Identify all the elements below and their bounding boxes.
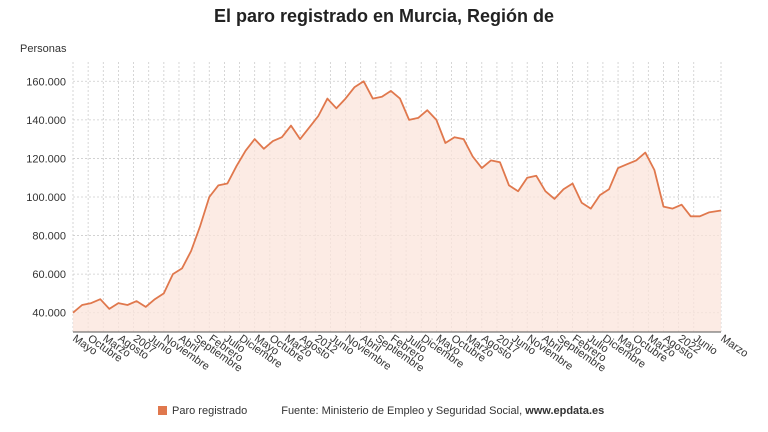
- source-text: Fuente: Ministerio de Empleo y Seguridad…: [281, 405, 526, 417]
- chart-footer: Paro registrado Fuente: Ministerio de Emp…: [158, 405, 604, 417]
- chart-title: El paro registrado en Murcia, Región de: [213, 6, 555, 26]
- y-tick-label: 80.000: [32, 231, 66, 243]
- y-tick-label: 120.000: [26, 153, 66, 165]
- source-link[interactable]: www.epdata.es: [525, 405, 605, 417]
- area-fill: [73, 81, 721, 332]
- y-tick-label: 60.000: [32, 269, 66, 281]
- legend-swatch: [158, 406, 167, 415]
- y-tick-labels: 40.000 60.000 80.000 100.000 120.000 140.000 1…: [26, 76, 66, 319]
- y-axis-label: Personas: [20, 43, 67, 55]
- y-tick-label: 40.000: [32, 308, 66, 320]
- series-line-paro-registrado: [72, 80, 722, 314]
- x-tick-labels: MayoOctubreMarzoAgosto2007JunioNoviembre…: [70, 333, 750, 375]
- legend-label: Paro registrado: [172, 405, 248, 417]
- x-tick-label: Marzo: [718, 333, 750, 360]
- y-tick-label: 160.000: [26, 76, 66, 88]
- y-tick-label: 100.000: [26, 192, 66, 204]
- y-tick-label: 140.000: [26, 115, 66, 127]
